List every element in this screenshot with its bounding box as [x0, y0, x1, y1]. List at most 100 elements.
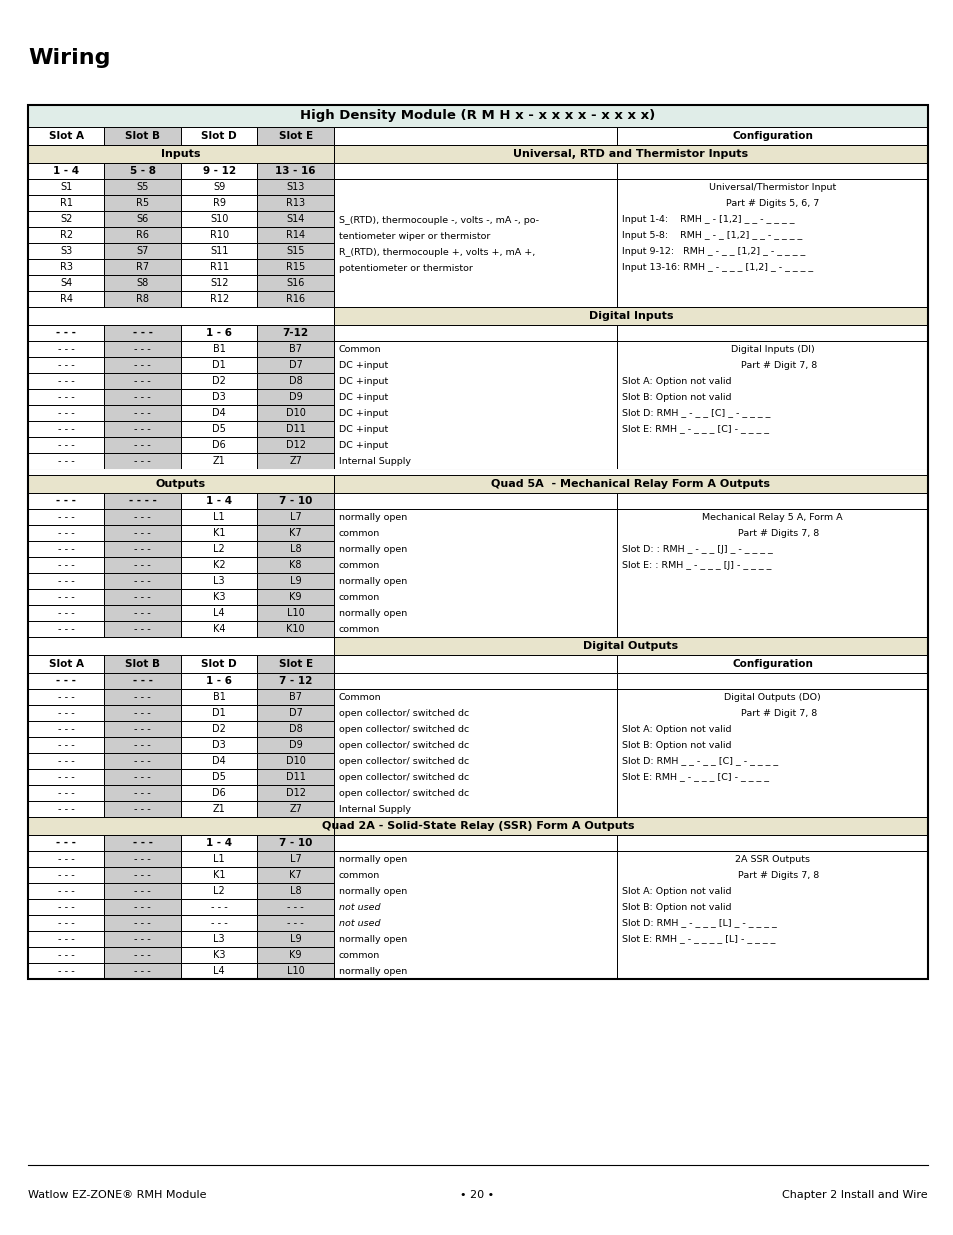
Text: normally open: normally open — [338, 855, 407, 863]
Text: Slot E: RMH _ - _ _ _ [C] - _ _ _ _: Slot E: RMH _ - _ _ _ [C] - _ _ _ _ — [622, 773, 769, 782]
Text: B1: B1 — [213, 692, 226, 701]
Bar — [105, 915, 181, 931]
Text: • 20 •: • 20 • — [459, 1191, 494, 1200]
Bar — [257, 373, 334, 389]
Bar — [257, 525, 334, 541]
Bar — [28, 525, 105, 541]
Text: - - -: - - - — [134, 424, 151, 433]
Bar — [28, 227, 105, 243]
Bar — [181, 605, 257, 621]
Bar — [105, 655, 181, 673]
Bar — [181, 737, 257, 753]
Bar — [28, 931, 105, 947]
Text: Part # Digits 5, 6, 7: Part # Digits 5, 6, 7 — [725, 199, 819, 207]
Bar — [617, 673, 927, 689]
Bar — [28, 753, 105, 769]
Bar — [105, 899, 181, 915]
Text: Internal Supply: Internal Supply — [338, 457, 411, 466]
Bar — [28, 802, 105, 818]
Bar — [181, 883, 257, 899]
Text: - - -: - - - — [134, 608, 151, 618]
Bar — [105, 557, 181, 573]
Bar — [617, 163, 927, 179]
Text: - - -: - - - — [211, 902, 228, 911]
Text: - - -: - - - — [134, 869, 151, 881]
Text: - - -: - - - — [134, 624, 151, 634]
Text: - - -: - - - — [58, 559, 74, 571]
Bar — [105, 689, 181, 705]
Text: - - -: - - - — [134, 592, 151, 601]
Bar — [257, 737, 334, 753]
Text: R2: R2 — [60, 230, 72, 240]
Text: - - -: - - - — [211, 918, 228, 927]
Bar — [28, 867, 105, 883]
Bar — [257, 802, 334, 818]
Text: S11: S11 — [210, 246, 228, 256]
Text: - - -: - - - — [58, 440, 74, 450]
Text: 9 - 12: 9 - 12 — [202, 165, 235, 177]
Bar — [334, 493, 617, 509]
Bar — [28, 475, 334, 493]
Text: K10: K10 — [286, 624, 305, 634]
Text: - - -: - - - — [132, 676, 152, 685]
Text: - - -: - - - — [134, 885, 151, 897]
Text: R14: R14 — [286, 230, 305, 240]
Text: open collector/ switched dc: open collector/ switched dc — [338, 773, 469, 782]
Bar — [105, 389, 181, 405]
Text: S3: S3 — [60, 246, 72, 256]
Text: Slot E: Slot E — [278, 131, 313, 141]
Text: - - -: - - - — [58, 513, 74, 522]
Text: L2: L2 — [213, 885, 225, 897]
Bar — [181, 179, 257, 195]
Text: normally open: normally open — [338, 967, 407, 976]
Text: - - -: - - - — [132, 839, 152, 848]
Bar — [257, 557, 334, 573]
Bar — [257, 227, 334, 243]
Bar — [28, 721, 105, 737]
Bar — [105, 705, 181, 721]
Bar — [28, 453, 105, 469]
Bar — [181, 899, 257, 915]
Bar — [257, 655, 334, 673]
Text: K1: K1 — [213, 869, 225, 881]
Bar — [181, 689, 257, 705]
Bar — [28, 243, 105, 259]
Text: D12: D12 — [286, 788, 305, 798]
Bar — [257, 259, 334, 275]
Text: - - -: - - - — [134, 934, 151, 944]
Text: R1: R1 — [60, 198, 72, 207]
Bar — [181, 341, 257, 357]
Text: D2: D2 — [213, 375, 226, 387]
Text: Input 1-4:    RMH _ - [1,2] _ _ - _ _ _ _: Input 1-4: RMH _ - [1,2] _ _ - _ _ _ _ — [622, 215, 794, 224]
Text: - - -: - - - — [56, 496, 76, 506]
Text: - - -: - - - — [58, 529, 74, 538]
Bar — [257, 589, 334, 605]
Text: - - -: - - - — [58, 592, 74, 601]
Bar — [257, 195, 334, 211]
Text: DC +input: DC +input — [338, 361, 388, 369]
Text: Configuration: Configuration — [732, 131, 812, 141]
Text: - - -: - - - — [58, 804, 74, 814]
Text: normally open: normally open — [338, 577, 407, 585]
Bar — [257, 673, 334, 689]
Text: 7 - 12: 7 - 12 — [279, 676, 313, 685]
Text: - - -: - - - — [58, 950, 74, 960]
Text: R6: R6 — [136, 230, 149, 240]
Bar — [105, 211, 181, 227]
Bar — [28, 341, 105, 357]
Bar — [617, 341, 927, 469]
Bar — [257, 963, 334, 979]
Text: Slot D: RMH _ _ - _ _ [C] _ - _ _ _ _: Slot D: RMH _ _ - _ _ [C] _ - _ _ _ _ — [622, 757, 778, 766]
Text: - - - -: - - - - — [129, 496, 156, 506]
Bar — [28, 127, 105, 144]
Bar — [105, 179, 181, 195]
Bar — [28, 469, 927, 475]
Bar — [105, 243, 181, 259]
Bar — [105, 275, 181, 291]
Text: D9: D9 — [289, 391, 302, 403]
Text: - - -: - - - — [58, 788, 74, 798]
Text: High Density Module (R M H x - x x x x - x x x x): High Density Module (R M H x - x x x x -… — [300, 110, 655, 122]
Bar — [105, 341, 181, 357]
Bar — [105, 291, 181, 308]
Text: R8: R8 — [136, 294, 149, 304]
